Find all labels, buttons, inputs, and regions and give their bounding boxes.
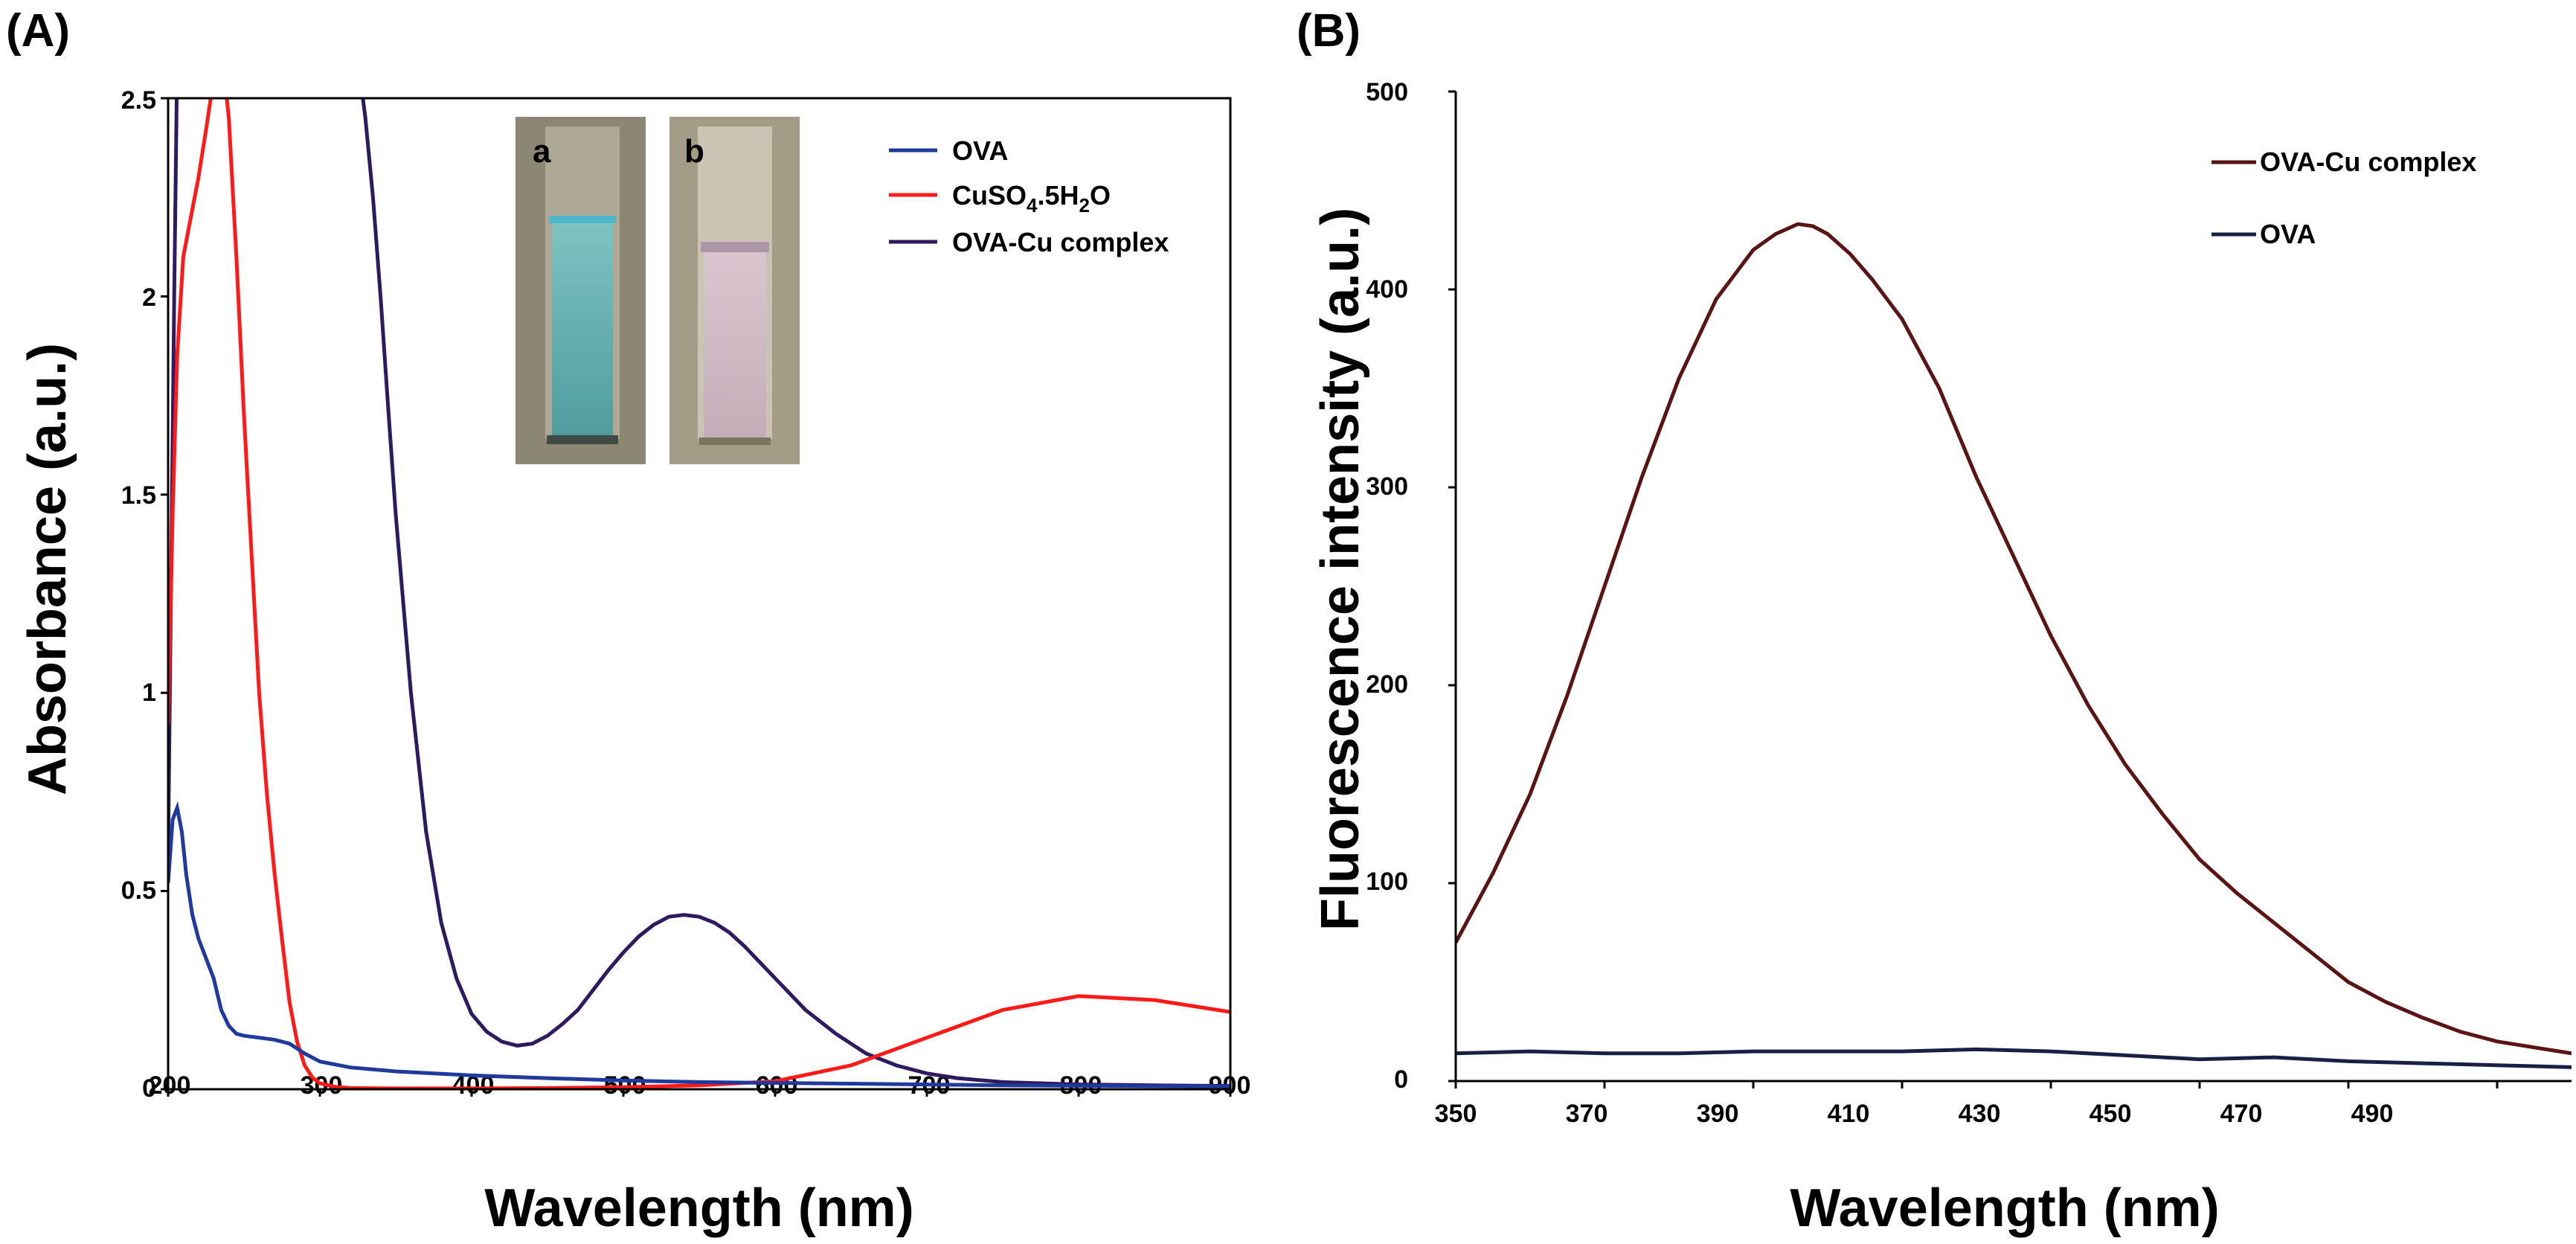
b-x-tick-label: 350 (1435, 1100, 1477, 1128)
a-legend-label-ova-cu-complex: OVA-Cu complex (952, 227, 1169, 257)
b-x-tick-label: 390 (1697, 1100, 1739, 1128)
b-series-line-ova-cu-complex (1456, 222, 2572, 1056)
a-y-tick-label: 2.5 (121, 86, 156, 115)
b-y-tick-label: 300 (1366, 472, 1408, 501)
b-legend-label-ova: OVA (2260, 219, 2316, 249)
b-y-axis-label: Fluorescence intensity (a.u.) (1311, 208, 1370, 931)
a-x-tick-label: 200 (149, 1071, 191, 1100)
inset-label-b: b (684, 133, 704, 170)
inset-photo-b: b (669, 117, 800, 464)
a-x-axis-label: Wavelength (nm) (484, 1179, 913, 1238)
b-x-tick-label: 450 (2090, 1100, 2132, 1128)
b-y-tick-marks (1448, 90, 1456, 1083)
b-x-tick-label: 430 (1959, 1100, 2001, 1128)
a-x-tick-marks (167, 1089, 1232, 1097)
b-legend-label-ova-cu-complex: OVA-Cu complex (2260, 147, 2476, 177)
a-series-line-ova-cu-complex (168, 98, 1230, 1088)
a-plot-frame (167, 97, 1232, 1091)
b-x-tick-marks (1454, 1081, 2499, 1088)
inset-photo-a: a (515, 117, 646, 464)
b-y-tick-label: 400 (1366, 275, 1408, 304)
chart-b: 0 100 200 300 400 500 350 370 390 410 43… (1311, 78, 2572, 1238)
a-y-tick-label: 2 (142, 283, 156, 312)
b-y-tick-label: 0 (1394, 1065, 1408, 1094)
b-legend: OVA-Cu complex OVA (2212, 147, 2476, 249)
panel-label-a: (A) (6, 5, 70, 57)
b-y-tick-label: 100 (1366, 868, 1408, 896)
a-x-tick-label: 600 (756, 1071, 798, 1100)
a-series-line-ova (168, 801, 1230, 1088)
inset-label-a: a (533, 133, 551, 170)
b-x-tick-label: 410 (1828, 1100, 1870, 1128)
b-x-tick-label: 470 (2220, 1100, 2263, 1128)
b-axes (1454, 92, 2572, 1083)
a-legend-label-cuso4: CuSO4.5H2O (952, 180, 1111, 217)
a-y-axis-label: Absorbance (a.u.) (18, 343, 77, 795)
b-y-tick-label: 200 (1366, 670, 1408, 699)
chart-a: 0 0.5 1 1.5 2 2.5 200 300 400 500 600 70… (18, 86, 1250, 1238)
a-legend: OVA CuSO4.5H2O OVA-Cu complex (889, 135, 1169, 257)
a-y-tick-label: 0.5 (121, 876, 156, 905)
b-series-line-ova (1456, 1047, 2572, 1069)
a-y-tick-marks (161, 97, 168, 1091)
b-x-tick-label: 490 (2351, 1100, 2394, 1128)
panel-label-b: (B) (1297, 5, 1361, 57)
b-plot-lines (1456, 222, 2572, 1069)
b-x-tick-label: 370 (1566, 1100, 1608, 1128)
a-legend-label-ova: OVA (952, 135, 1008, 166)
b-y-tick-label: 500 (1366, 78, 1408, 106)
a-y-tick-label: 1.5 (121, 481, 156, 510)
a-plot-lines (168, 98, 1230, 1089)
a-y-tick-label: 1 (142, 679, 156, 707)
a-y-tick-label: 0 (142, 1074, 156, 1103)
b-x-axis-label: Wavelength (nm) (1790, 1179, 2219, 1238)
